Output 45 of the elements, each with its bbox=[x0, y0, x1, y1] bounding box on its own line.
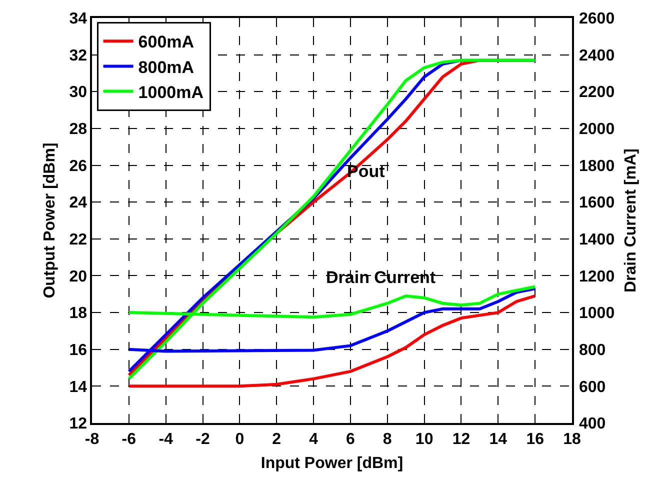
y2-tick-label: 2000 bbox=[579, 121, 615, 138]
y2-tick-label: 2600 bbox=[579, 10, 615, 28]
legend-label: 800mA bbox=[138, 58, 194, 77]
legend-label: 600mA bbox=[138, 32, 194, 52]
y-tick-label: 28 bbox=[69, 121, 88, 138]
y-tick-label: 24 bbox=[69, 194, 88, 212]
x-tick-label: -6 bbox=[122, 430, 136, 448]
y2-tick-label: 2400 bbox=[579, 47, 615, 64]
y2-tick-label: 2200 bbox=[579, 84, 615, 102]
y2-tick-label: 1200 bbox=[579, 268, 615, 286]
y2-tick-label: 800 bbox=[579, 342, 606, 359]
x-tick-label: -2 bbox=[196, 430, 210, 448]
x-tick-label: 12 bbox=[452, 430, 470, 448]
x-tick-label: -4 bbox=[158, 430, 174, 448]
x-tick-label: 0 bbox=[235, 430, 244, 448]
x-tick-label: 14 bbox=[489, 430, 508, 448]
y2-tick-label: 1400 bbox=[579, 232, 615, 249]
x-tick-label: 10 bbox=[415, 430, 434, 448]
legend-label: 1000mA bbox=[138, 82, 204, 102]
y2-tick-label: 1600 bbox=[579, 194, 615, 212]
x-tick-label: 18 bbox=[563, 430, 581, 448]
y-tick-label: 18 bbox=[69, 305, 88, 322]
x-tick-label: 16 bbox=[526, 430, 544, 448]
x-tick-label: 2 bbox=[272, 430, 282, 448]
y-tick-label: 20 bbox=[69, 268, 88, 286]
y2-tick-label: 1800 bbox=[579, 158, 615, 175]
y-tick-label: 34 bbox=[69, 10, 88, 28]
y2-tick-label: 600 bbox=[579, 378, 606, 396]
y-axis-title: Output Power [dBm] bbox=[42, 142, 59, 298]
x-tick-label: 6 bbox=[346, 430, 356, 448]
y-tick-label: 26 bbox=[69, 158, 88, 175]
y2-tick-label: 400 bbox=[579, 416, 606, 433]
line-series bbox=[127, 294, 537, 388]
y-tick-label: 14 bbox=[69, 378, 88, 396]
x-tick-label: 4 bbox=[309, 430, 318, 448]
y-tick-label: 22 bbox=[69, 232, 88, 249]
y2-axis-title: Drain Current [mA] bbox=[622, 148, 640, 293]
y2-tick-label: 1000 bbox=[579, 305, 615, 322]
y-tick-label: 30 bbox=[69, 84, 88, 102]
y-tick-label: 16 bbox=[69, 342, 88, 359]
y-tick-label: 32 bbox=[69, 47, 88, 64]
y-tick-label: 12 bbox=[69, 416, 88, 433]
x-tick-label: 8 bbox=[382, 430, 392, 448]
x-axis-title: Input Power [dBm] bbox=[260, 455, 404, 472]
x-tick-label: -8 bbox=[84, 430, 100, 448]
